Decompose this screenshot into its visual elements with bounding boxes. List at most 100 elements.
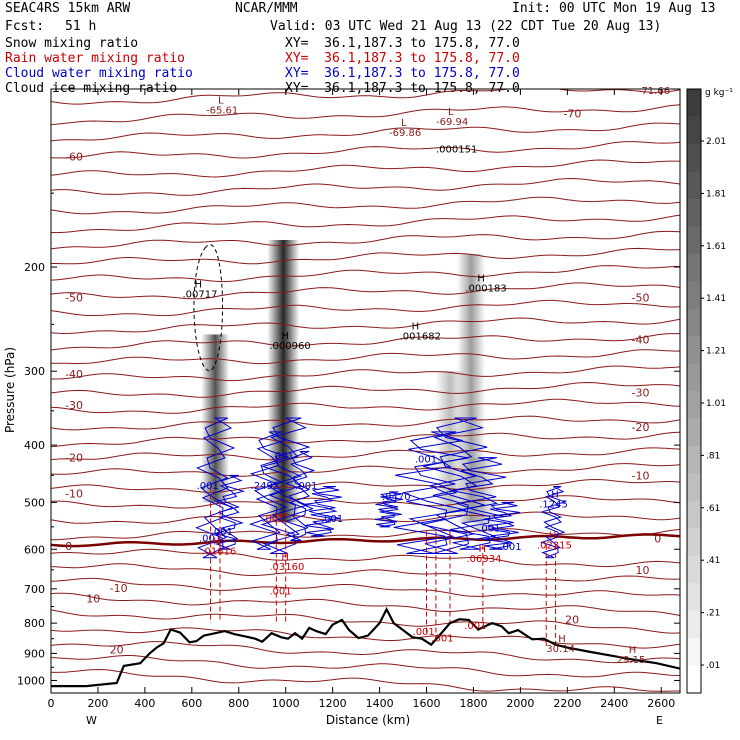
isotherm-line [51,463,680,477]
colorbar-bin [687,89,701,117]
x-tick-label: 2200 [553,697,581,710]
extremum-marker: H [477,274,485,285]
extremum-marker: H [549,530,557,541]
colorbar-label: .81 [706,451,720,461]
extremum-marker: H [551,490,559,501]
colorbar-bin [687,638,701,667]
colorbar-bin [687,583,701,612]
colorbar-bin [687,143,701,172]
isotherm-line [51,627,680,649]
freezing-level-line [51,533,680,548]
isotherm-line [51,214,680,234]
cloud-water-contour [195,417,236,559]
contour-value-label: .001 [415,454,437,465]
isotherm-label: -30 [65,399,83,412]
contour-value-label: .02315 [537,540,572,551]
extremum-marker: H [629,645,637,656]
y-tick-label: 800 [24,617,45,630]
y-tick-label: 400 [24,439,45,452]
x-tick-label: 0 [48,697,55,710]
contour-value-label: .001682 [400,331,441,342]
isotherm-label: 0 [65,540,72,553]
colorbar-bin [687,226,701,255]
x-tick-label: 1400 [366,697,394,710]
isotherm-line [51,495,680,509]
isotherm-line [51,381,680,398]
colorbar-label: 1.01 [706,399,726,409]
isotherm-label: -40 [65,368,83,381]
x-tick-label: 1800 [459,697,487,710]
isotherm-line [51,159,680,178]
colorbar-label: 1.41 [706,294,726,304]
isotherm-label: -10 [632,469,650,482]
cloud-water-contour [260,417,311,554]
extremum-marker: H [412,321,420,332]
contour-value-label: .000183 [465,284,506,295]
y-tick-label: 200 [24,261,45,274]
isotherm-label: 0 [654,532,661,545]
colorbar-bin [687,171,701,200]
isotherm-line [51,563,680,582]
contour-value-label: .001 [197,481,219,492]
field-name-cloud-water: Cloud water mixing ratio [5,66,193,81]
colorbar-bin [687,610,701,639]
colorbar-label: .01 [706,661,720,671]
colorbar-bin [687,418,701,447]
isotherm-label: -70 [563,107,581,120]
contour-value-label: .000960 [269,341,310,352]
contour-value-label: .2492 [251,481,280,492]
colorbar-bin [687,500,701,529]
y-tick-label: 1000 [17,674,45,687]
contour-value-label: 29.15 [617,655,646,666]
y-tick-label: 600 [24,543,45,556]
isotherm-label: -30 [632,387,650,400]
extremum-marker: L [218,95,224,106]
isotherm-line [51,349,680,365]
colorbar-bin [687,473,701,502]
contour-value-label: .001 [262,514,284,525]
contour-value-label: .001 [413,627,435,638]
contour-value-label: .001 [478,524,500,535]
extremum-marker: H [213,536,221,547]
contour-value-label: .001 [321,514,343,525]
x-tick-label: 1200 [319,697,347,710]
isotherm-line [51,122,680,142]
isotherm-line [51,265,680,283]
y-tick-label: 300 [24,365,45,378]
field-name-snow: Snow mixing ratio [5,36,139,51]
colorbar-bin [687,445,701,474]
x-end-label-west: W [86,714,97,727]
colorbar-bin [687,363,701,392]
isotherm-line [51,177,680,196]
contour-value-label: 30.14 [546,644,575,655]
colorbar-label: 1.61 [706,242,726,252]
contour-value-label: .001 [211,527,233,538]
isotherm-line [51,447,680,461]
isotherm-label: -50 [65,291,83,304]
colorbar-frame [686,88,702,694]
y-axis-title: Pressure (hPa) [3,347,17,433]
colorbar-bin [687,281,701,310]
extremum-marker: L [448,107,454,118]
forecast-label: Fcst: [5,19,45,34]
contour-value-label: .001 [499,542,521,553]
field-name-rain: Rain water mixing ratio [5,51,186,66]
x-end-label-east: E [656,714,663,727]
isotherm-line [51,317,680,335]
contour-value-label: .001 [199,533,221,544]
isotherm-line [51,333,680,351]
x-tick-label: 200 [87,697,108,710]
colorbar-bin [687,116,701,145]
y-tick-label: 500 [24,496,45,509]
isotherm-line [51,365,680,382]
y-tick-label: 900 [24,647,45,660]
colorbar-bin [687,198,701,227]
isotherm-line [51,299,680,317]
contour-value-label: -69.86 [389,128,421,139]
cloud-water-contour [374,491,403,528]
contour-value-label: .0470 [382,492,411,503]
isotherm-line [51,230,680,250]
isotherm-line [51,668,680,692]
contour-value-label: .01616 [201,546,236,557]
